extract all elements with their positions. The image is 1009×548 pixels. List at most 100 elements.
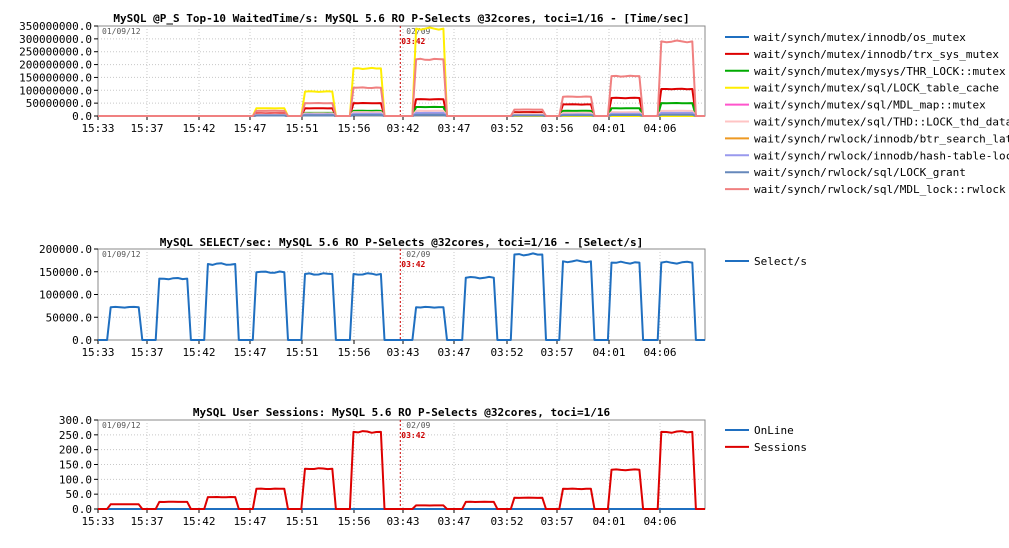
legend-item: OnLine [725, 424, 794, 437]
chart-title: MySQL @P_S Top-10 WaitedTime/s: MySQL 5.… [113, 12, 689, 25]
y-tick-label: 350000000.0 [19, 20, 92, 33]
y-tick-label: 200000.0 [39, 243, 92, 256]
legend-item: wait/synch/mutex/innodb/trx_sys_mutex [725, 48, 999, 61]
chart-title: MySQL User Sessions: MySQL 5.6 RO P-Sele… [193, 406, 611, 419]
x-tick-label: 15:56 [337, 346, 370, 359]
legend-item: Sessions [725, 441, 807, 454]
y-tick-label: 150000.0 [39, 266, 92, 279]
x-tick-label: 03:47 [437, 346, 470, 359]
x-tick-label: 04:01 [592, 122, 625, 135]
x-tick-label: 03:47 [437, 122, 470, 135]
date-label-start: 01/09/12 [102, 27, 141, 36]
x-tick-label: 03:52 [490, 515, 523, 528]
x-tick-label: 03:43 [386, 346, 419, 359]
x-tick-label: 15:37 [130, 515, 163, 528]
y-tick-label: 150000000.0 [19, 71, 92, 84]
x-tick-label: 15:33 [81, 122, 114, 135]
x-tick-label: 04:01 [592, 346, 625, 359]
y-tick-label: 0.0 [72, 503, 92, 516]
y-tick-label: 250000000.0 [19, 46, 92, 59]
legend-label: wait/synch/mutex/sql/LOCK_table_cache [754, 82, 999, 95]
x-tick-label: 03:56 [540, 122, 573, 135]
chart-title: MySQL SELECT/sec: MySQL 5.6 RO P-Selects… [160, 236, 643, 249]
date-label-start: 01/09/12 [102, 421, 141, 430]
chart-panel-2: MySQL SELECT/sec: MySQL 5.6 RO P-Selects… [39, 236, 807, 359]
y-tick-label: 250.0 [59, 429, 92, 442]
restart-marker-label: 03:42 [401, 37, 425, 46]
y-tick-label: 100000.0 [39, 289, 92, 302]
legend-label: wait/synch/mutex/mysys/THR_LOCK::mutex [754, 65, 1006, 78]
x-tick-label: 03:52 [490, 346, 523, 359]
series-line-10 [98, 39, 705, 117]
x-tick-label: 04:06 [643, 346, 676, 359]
y-tick-label: 100000000.0 [19, 84, 92, 97]
legend-label: OnLine [754, 424, 794, 437]
legend-label: wait/synch/rwlock/sql/MDL_lock::rwlock [754, 183, 1006, 196]
legend-item: wait/synch/mutex/sql/MDL_map::mutex [725, 99, 986, 112]
x-tick-label: 15:51 [285, 122, 318, 135]
legend-item: wait/synch/rwlock/sql/MDL_lock::rwlock [725, 183, 1006, 196]
y-tick-label: 0.0 [72, 110, 92, 123]
y-tick-label: 100.0 [59, 473, 92, 486]
y-tick-label: 300.0 [59, 414, 92, 427]
x-tick-label: 15:51 [285, 346, 318, 359]
date-label-restart: 02/09 [406, 27, 430, 36]
legend-label: wait/synch/rwlock/sql/LOCK_grant [754, 166, 966, 179]
chart-panel-3: MySQL User Sessions: MySQL 5.6 RO P-Sele… [59, 406, 807, 528]
legend-label: wait/synch/mutex/sql/MDL_map::mutex [754, 99, 986, 112]
x-tick-label: 15:56 [337, 515, 370, 528]
x-tick-label: 15:47 [233, 346, 266, 359]
legend-item: Select/s [725, 255, 807, 268]
x-tick-label: 15:37 [130, 346, 163, 359]
x-tick-label: 03:57 [540, 346, 573, 359]
y-tick-label: 200.0 [59, 444, 92, 457]
y-tick-label: 50.0 [66, 488, 93, 501]
x-tick-label: 15:47 [233, 515, 266, 528]
x-tick-label: 15:42 [182, 346, 215, 359]
y-tick-label: 150.0 [59, 459, 92, 472]
legend-item: wait/synch/rwlock/innodb/hash-table-lock… [725, 149, 1009, 162]
date-label-start: 01/09/12 [102, 250, 141, 259]
x-tick-label: 03:42 [386, 122, 419, 135]
legend-label: wait/synch/rwlock/innodb/hash-table-lock… [754, 149, 1009, 162]
x-tick-label: 03:43 [386, 515, 419, 528]
x-tick-label: 15:37 [130, 122, 163, 135]
legend-label: Sessions [754, 441, 807, 454]
x-tick-label: 15:51 [285, 515, 318, 528]
y-tick-label: 200000000.0 [19, 59, 92, 72]
x-tick-label: 04:01 [592, 515, 625, 528]
y-tick-label: 300000000.0 [19, 33, 92, 46]
x-tick-label: 03:57 [540, 515, 573, 528]
chart-panel-1: MySQL @P_S Top-10 WaitedTime/s: MySQL 5.… [19, 12, 1009, 196]
y-tick-label: 50000000.0 [26, 97, 92, 110]
legend-label: wait/synch/rwlock/innodb/btr_search_latc… [754, 132, 1009, 145]
legend-label: wait/synch/mutex/innodb/os_mutex [754, 31, 966, 44]
x-tick-label: 04:06 [643, 515, 676, 528]
legend-item: wait/synch/mutex/mysys/THR_LOCK::mutex [725, 65, 1006, 78]
x-tick-label: 15:47 [233, 122, 266, 135]
x-tick-label: 15:42 [182, 515, 215, 528]
x-tick-label: 03:52 [490, 122, 523, 135]
date-label-restart: 02/09 [406, 421, 430, 430]
series-line-2 [98, 430, 705, 510]
legend-item: wait/synch/mutex/innodb/os_mutex [725, 31, 966, 44]
legend-item: wait/synch/mutex/sql/THD::LOCK_thd_data [725, 116, 1009, 129]
series-line-1 [98, 252, 705, 341]
restart-marker-label: 03:42 [401, 260, 425, 269]
y-tick-label: 50000.0 [46, 311, 92, 324]
x-tick-label: 04:06 [643, 122, 676, 135]
legend-item: wait/synch/rwlock/innodb/btr_search_latc… [725, 132, 1009, 145]
legend-label: wait/synch/mutex/innodb/trx_sys_mutex [754, 48, 999, 61]
restart-marker-label: 03:42 [401, 431, 425, 440]
legend-item: wait/synch/mutex/sql/LOCK_table_cache [725, 82, 999, 95]
x-tick-label: 03:47 [437, 515, 470, 528]
legend-label: wait/synch/mutex/sql/THD::LOCK_thd_data [754, 116, 1009, 129]
x-tick-label: 15:33 [81, 515, 114, 528]
x-tick-label: 15:56 [337, 122, 370, 135]
x-tick-label: 15:42 [182, 122, 215, 135]
legend-label: Select/s [754, 255, 807, 268]
x-tick-label: 15:33 [81, 346, 114, 359]
y-tick-label: 0.0 [72, 334, 92, 347]
date-label-restart: 02/09 [406, 250, 430, 259]
